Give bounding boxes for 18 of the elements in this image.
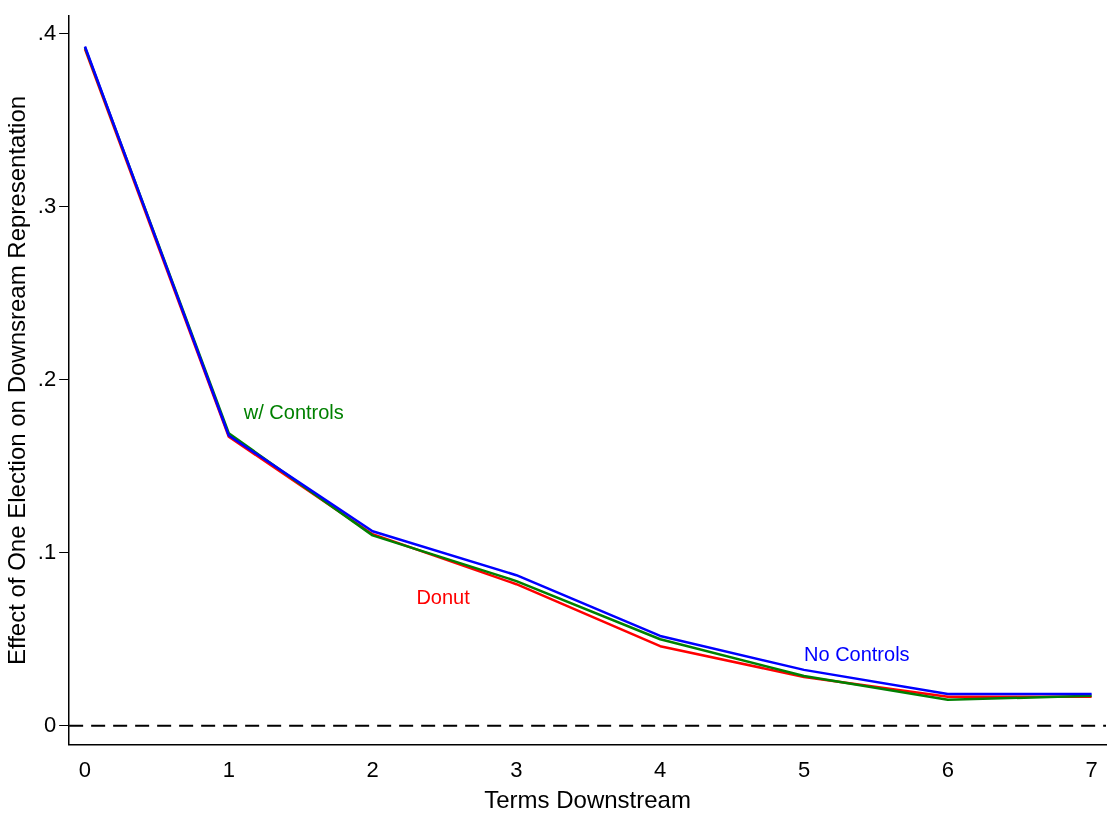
y-tick-label: 0 [43, 711, 57, 737]
x-tick-label: 7 [1085, 757, 1098, 783]
y-tick-label: .1 [37, 538, 57, 564]
x-tick-label: 2 [366, 757, 379, 783]
y-tick-label: .4 [37, 19, 57, 45]
series-label: No Controls [804, 643, 910, 666]
x-tick-label: 0 [78, 757, 92, 783]
y-axis-title: Effect of One Election on Downsream Representation [3, 95, 31, 666]
x-tick-label: 3 [510, 757, 523, 783]
y-tick-label: .2 [37, 365, 57, 391]
series-label: w/ Controls [242, 400, 344, 423]
x-axis-title: Terms Downstream [484, 786, 691, 814]
x-tick-label: 1 [222, 757, 235, 783]
series-label: Donut [416, 585, 471, 608]
x-tick-label: 6 [941, 757, 954, 783]
y-tick-label: .3 [37, 192, 57, 218]
x-tick-label: 4 [654, 757, 667, 783]
x-tick-label: 5 [797, 757, 811, 783]
